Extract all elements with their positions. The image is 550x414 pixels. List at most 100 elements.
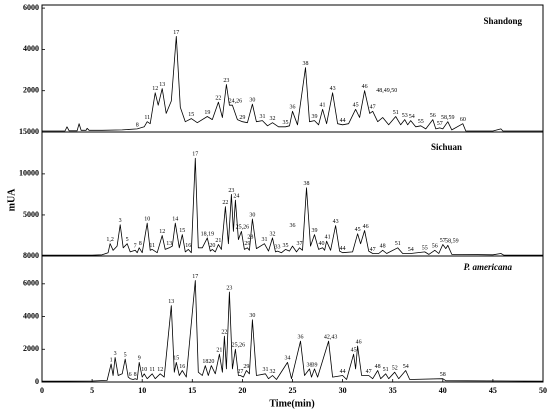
y-tick-label: 4000: [23, 44, 39, 53]
peak-label: 58,59: [445, 239, 459, 245]
peak-label: 57: [437, 121, 443, 127]
peak-label: 1: [110, 357, 113, 363]
peak-label: 35: [282, 120, 288, 126]
peak-label: 39: [312, 362, 318, 368]
peak-label: 47: [370, 105, 376, 111]
peak-label: 48: [375, 364, 381, 370]
peak-label: 33: [274, 244, 280, 250]
peak-label: 6: [129, 372, 132, 378]
peak-label: 24: [233, 194, 239, 200]
peak-label: 44: [340, 246, 346, 252]
y-tick-label: 0: [35, 377, 39, 386]
peak-label: 29: [239, 115, 245, 121]
peak-label: 46: [363, 224, 369, 230]
peak-label: 23: [223, 78, 229, 84]
peak-label: 30: [249, 212, 255, 218]
peak-label: 27: [237, 369, 243, 375]
peak-label: 40: [319, 241, 325, 247]
peak-label: 52: [392, 366, 398, 372]
y-tick-label: 6000: [23, 3, 39, 12]
peak-label: 44: [340, 369, 346, 375]
y-tick-label: 2000: [23, 86, 39, 95]
peak-label: 44: [340, 118, 346, 124]
peak-label: 25,26: [232, 343, 246, 349]
peak-label: 22: [222, 200, 228, 206]
peak-label: 54: [409, 114, 415, 120]
x-tick-label: 20: [238, 386, 246, 395]
peak-label: 51: [393, 110, 399, 116]
peak-label: 31: [259, 114, 265, 120]
y-tick-label: 5000: [23, 210, 39, 219]
peak-label: 20: [208, 359, 214, 365]
panel-title: Shandong: [483, 16, 522, 26]
peak-label: 3: [119, 218, 122, 224]
peak-label: 38: [304, 181, 310, 187]
peak-label: 17: [192, 152, 198, 158]
x-axis-label: Time(min): [269, 398, 314, 409]
peak-label: 13: [166, 241, 172, 247]
peak-label: 11: [149, 367, 155, 373]
peak-label: 13: [168, 299, 174, 305]
peak-label: 34: [284, 356, 290, 362]
peak-label: 41: [320, 103, 326, 109]
peak-label: 12: [159, 229, 165, 235]
peak-label: 58,59: [441, 115, 455, 121]
peak-label: 17: [192, 274, 198, 280]
peak-label: 1,2: [106, 237, 114, 243]
peak-label: 15: [188, 112, 194, 118]
peak-label: 9: [138, 356, 141, 362]
peak-label: 13: [159, 82, 165, 88]
peak-label: 55: [418, 119, 424, 125]
peak-label: 14: [172, 217, 178, 223]
peak-label: 32: [269, 231, 275, 237]
chromatogram-line: [41, 280, 544, 382]
peak-label: 46: [356, 339, 362, 345]
peak-label: 58: [440, 372, 446, 378]
peak-label: 30: [249, 313, 255, 319]
peak-label: 45: [353, 103, 359, 109]
x-tick-label: 0: [40, 386, 44, 395]
peak-label: 5: [126, 237, 129, 243]
peak-label: 16: [179, 364, 185, 370]
peak-label: 48: [380, 244, 386, 250]
peak-label: 8: [134, 372, 137, 378]
peak-label: 55: [422, 245, 428, 251]
peak-label: 37: [297, 241, 303, 247]
peak-label: 36: [290, 223, 296, 229]
peak-label: 30: [249, 97, 255, 103]
peak-label: 41: [325, 235, 331, 241]
peak-label: 54: [408, 247, 414, 253]
peak-label: 38: [303, 61, 309, 67]
peak-label: 43: [333, 219, 339, 225]
peak-label: 48,49,50: [376, 88, 397, 94]
peak-label: 32: [269, 369, 275, 375]
peak-label: 32: [269, 116, 275, 122]
peak-label: 53: [402, 113, 408, 119]
peak-label: 36: [298, 334, 304, 340]
peak-label: 5: [124, 352, 127, 358]
peak-label: 45: [355, 227, 361, 233]
peak-label: 56: [430, 113, 436, 119]
peak-label: 38: [307, 362, 313, 368]
y-axis-label: mUA: [6, 188, 17, 212]
x-tick-label: 30: [339, 386, 347, 395]
y-tick-label: 8000: [23, 251, 39, 260]
peak-label: 23: [226, 285, 232, 291]
peak-label: 7: [134, 244, 137, 250]
peak-label: 39: [312, 114, 318, 120]
peak-label: 29: [243, 364, 249, 370]
y-tick-label: 2000: [23, 344, 39, 353]
x-tick-label: 40: [439, 386, 447, 395]
y-tick-label: 10000: [19, 169, 39, 178]
peak-label: 25,26: [236, 225, 250, 231]
peak-label: 29: [244, 241, 250, 247]
peak-label: 18: [202, 359, 208, 365]
peak-label: 22: [221, 330, 227, 336]
panel-title: Sichuan: [431, 142, 462, 152]
peak-label: 24,26: [229, 99, 243, 105]
peak-label: 23: [228, 188, 234, 194]
peak-label: 10: [141, 367, 147, 373]
peak-label: 11: [149, 243, 155, 249]
peak-label: 21: [215, 238, 221, 244]
chromatogram-line: [42, 157, 543, 256]
